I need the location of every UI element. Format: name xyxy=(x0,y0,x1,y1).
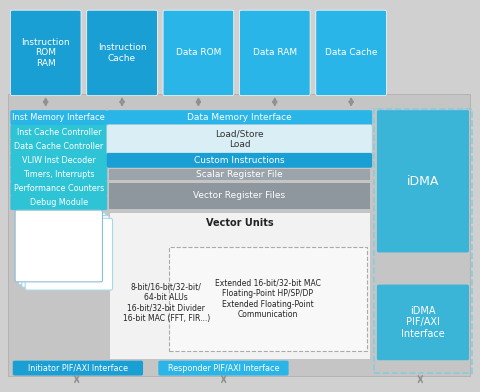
Text: Data Memory Interface: Data Memory Interface xyxy=(187,113,292,122)
Bar xyxy=(374,109,472,373)
Text: Scalar
Processing Units: Scalar Processing Units xyxy=(24,236,94,256)
Bar xyxy=(108,212,370,359)
FancyBboxPatch shape xyxy=(11,10,81,96)
Text: iDMA
PIF/AXI
Interface: iDMA PIF/AXI Interface xyxy=(401,306,445,339)
FancyBboxPatch shape xyxy=(11,125,107,140)
Text: Vector Register Files: Vector Register Files xyxy=(193,191,286,200)
Text: VLIW Inst Decoder: VLIW Inst Decoder xyxy=(22,156,96,165)
Text: Responder PIF/AXI Interface: Responder PIF/AXI Interface xyxy=(168,364,279,372)
Text: Inst Cache Controller: Inst Cache Controller xyxy=(16,128,101,136)
Text: iDMA: iDMA xyxy=(407,175,439,188)
FancyBboxPatch shape xyxy=(377,110,469,252)
FancyBboxPatch shape xyxy=(158,361,288,376)
Text: Performance Counters: Performance Counters xyxy=(14,184,104,193)
Bar xyxy=(8,94,470,376)
Text: Initiator PIF/AXI Interface: Initiator PIF/AXI Interface xyxy=(28,364,128,372)
FancyBboxPatch shape xyxy=(15,210,102,282)
Text: Vector Units: Vector Units xyxy=(205,218,273,228)
Bar xyxy=(108,169,370,180)
Text: Inst Memory Interface: Inst Memory Interface xyxy=(12,113,105,122)
FancyBboxPatch shape xyxy=(11,181,107,196)
Text: Load/Store
Load: Load/Store Load xyxy=(215,129,264,149)
FancyBboxPatch shape xyxy=(377,285,469,360)
FancyBboxPatch shape xyxy=(11,167,107,182)
Bar xyxy=(169,247,367,351)
Text: Debug Module: Debug Module xyxy=(30,198,88,207)
FancyBboxPatch shape xyxy=(25,218,112,290)
Text: Timers, Interrupts: Timers, Interrupts xyxy=(23,170,95,179)
Text: Extended 16-bit/32-bit MAC
Floating-Point HP/SP/DP
Extended Floating-Point
Commu: Extended 16-bit/32-bit MAC Floating-Poin… xyxy=(215,279,321,319)
FancyBboxPatch shape xyxy=(107,110,372,125)
Text: Data RAM: Data RAM xyxy=(252,49,297,57)
FancyBboxPatch shape xyxy=(18,213,106,285)
Text: Instruction
Cache: Instruction Cache xyxy=(98,43,146,63)
Text: Data Cache Controller: Data Cache Controller xyxy=(14,142,103,151)
FancyBboxPatch shape xyxy=(13,361,143,376)
FancyBboxPatch shape xyxy=(163,10,234,96)
FancyBboxPatch shape xyxy=(316,10,386,96)
Text: Custom Instructions: Custom Instructions xyxy=(194,156,285,165)
FancyBboxPatch shape xyxy=(11,195,107,210)
Text: Scalar Register File: Scalar Register File xyxy=(196,170,283,179)
Text: Data Cache: Data Cache xyxy=(325,49,377,57)
FancyBboxPatch shape xyxy=(87,10,157,96)
FancyBboxPatch shape xyxy=(11,139,107,154)
Bar xyxy=(108,183,370,209)
Text: Data ROM: Data ROM xyxy=(176,49,221,57)
FancyBboxPatch shape xyxy=(11,153,107,168)
FancyBboxPatch shape xyxy=(11,110,107,125)
Text: Instruction
ROM
RAM: Instruction ROM RAM xyxy=(22,38,70,68)
FancyBboxPatch shape xyxy=(22,216,109,287)
FancyBboxPatch shape xyxy=(107,125,372,154)
FancyBboxPatch shape xyxy=(107,153,372,168)
Text: 8-bit/16-bit/32-bit/
64-bit ALUs
16-bit/32-bit Divider
16-bit MAC (FFT, FIR...): 8-bit/16-bit/32-bit/ 64-bit ALUs 16-bit/… xyxy=(122,283,210,323)
FancyBboxPatch shape xyxy=(240,10,310,96)
